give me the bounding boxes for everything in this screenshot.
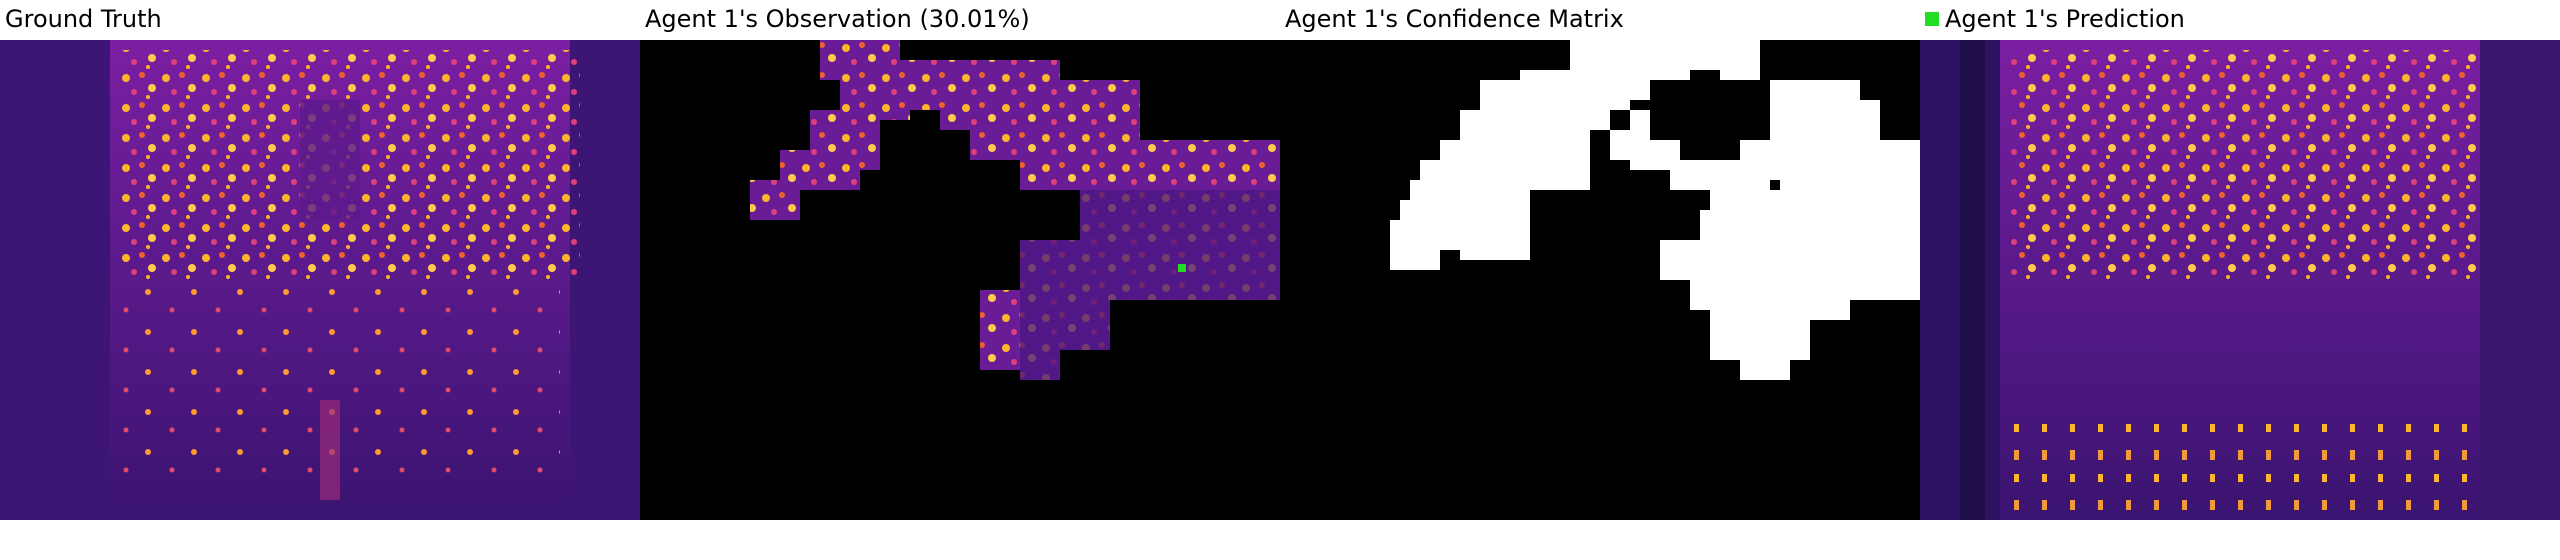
confidence-matrix-image (1280, 40, 1920, 520)
panel-title: Agent 1's Prediction (1925, 2, 2185, 36)
panel-observation: Agent 1's Observation (30.01%) (640, 0, 1280, 520)
panel-prediction: Agent 1's Prediction (1920, 0, 2560, 520)
agent-marker (1178, 264, 1186, 272)
panel-confidence: Agent 1's Confidence Matrix (1280, 0, 1920, 520)
panel-title: Agent 1's Confidence Matrix (1285, 5, 1624, 33)
legend-marker-icon (1925, 12, 1939, 26)
ground-truth-image (0, 40, 640, 520)
observation-image (640, 40, 1280, 520)
prediction-image (1920, 40, 2560, 520)
panel-title: Ground Truth (5, 5, 162, 33)
panel-ground-truth: Ground Truth (0, 0, 640, 520)
panel-title: Agent 1's Observation (30.01%) (645, 5, 1030, 33)
panel-title-text: Agent 1's Prediction (1945, 5, 2185, 33)
